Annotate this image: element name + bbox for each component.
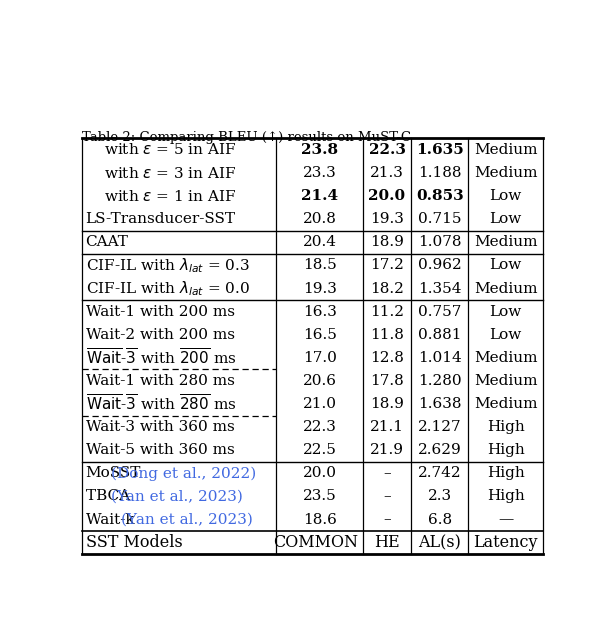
Text: Wait-1 with 200 ms: Wait-1 with 200 ms bbox=[85, 305, 235, 319]
Text: $\overline{\mathrm{Wait}}$-$\overline{\mathrm{3}}$ with $\overline{\mathrm{200}}: $\overline{\mathrm{Wait}}$-$\overline{\m… bbox=[85, 348, 236, 368]
Text: Medium: Medium bbox=[474, 374, 537, 388]
Text: 23.5: 23.5 bbox=[303, 490, 337, 504]
Text: 1.280: 1.280 bbox=[418, 374, 462, 388]
Text: High: High bbox=[487, 444, 525, 457]
Text: Medium: Medium bbox=[474, 166, 537, 180]
Text: COMMON: COMMON bbox=[273, 534, 358, 551]
Text: AL(s): AL(s) bbox=[418, 534, 461, 551]
Text: High: High bbox=[487, 420, 525, 434]
Text: Low: Low bbox=[489, 305, 522, 319]
Text: 1.014: 1.014 bbox=[418, 351, 462, 365]
Text: (Yan et al., 2023): (Yan et al., 2023) bbox=[111, 490, 243, 504]
Text: 1.638: 1.638 bbox=[418, 397, 462, 411]
Text: 18.9: 18.9 bbox=[370, 397, 404, 411]
Text: High: High bbox=[487, 467, 525, 481]
Text: 18.6: 18.6 bbox=[303, 513, 337, 527]
Text: 11.8: 11.8 bbox=[370, 328, 404, 342]
Text: 19.3: 19.3 bbox=[303, 282, 337, 296]
Text: CIF-IL with $\lambda_{lat}$ = 0.3: CIF-IL with $\lambda_{lat}$ = 0.3 bbox=[85, 256, 249, 275]
Text: Low: Low bbox=[489, 328, 522, 342]
Text: 0.881: 0.881 bbox=[418, 328, 462, 342]
Text: 20.0: 20.0 bbox=[368, 189, 406, 203]
Text: 21.1: 21.1 bbox=[370, 420, 404, 434]
Text: 21.0: 21.0 bbox=[303, 397, 337, 411]
Text: SST Models: SST Models bbox=[85, 534, 182, 551]
Text: 18.9: 18.9 bbox=[370, 236, 404, 250]
Text: Wait-3 with 360 ms: Wait-3 with 360 ms bbox=[85, 420, 234, 434]
Text: 1.635: 1.635 bbox=[416, 143, 464, 157]
Text: Medium: Medium bbox=[474, 236, 537, 250]
Text: 22.3: 22.3 bbox=[303, 420, 337, 434]
Text: 0.853: 0.853 bbox=[416, 189, 464, 203]
Text: 17.0: 17.0 bbox=[303, 351, 337, 365]
Text: 22.3: 22.3 bbox=[368, 143, 406, 157]
Text: 19.3: 19.3 bbox=[370, 212, 404, 227]
Text: 0.715: 0.715 bbox=[418, 212, 462, 227]
Text: 1.354: 1.354 bbox=[418, 282, 462, 296]
Text: CAAT: CAAT bbox=[85, 236, 129, 250]
Text: Wait-5 with 360 ms: Wait-5 with 360 ms bbox=[85, 444, 234, 457]
Text: Wait-1 with 280 ms: Wait-1 with 280 ms bbox=[85, 374, 234, 388]
Text: 16.5: 16.5 bbox=[303, 328, 337, 342]
Text: 22.5: 22.5 bbox=[303, 444, 337, 457]
Text: 2.3: 2.3 bbox=[428, 490, 452, 504]
Text: –: – bbox=[383, 490, 391, 504]
Text: (Yan et al., 2023): (Yan et al., 2023) bbox=[121, 513, 253, 527]
Text: Latency: Latency bbox=[473, 534, 538, 551]
Text: $\overline{\mathrm{Wait}}$-$\overline{\mathrm{3}}$ with $\overline{\mathrm{280}}: $\overline{\mathrm{Wait}}$-$\overline{\m… bbox=[85, 394, 236, 414]
Text: 21.3: 21.3 bbox=[370, 166, 404, 180]
Text: 18.5: 18.5 bbox=[303, 259, 337, 273]
Text: 1.188: 1.188 bbox=[418, 166, 462, 180]
Text: 12.8: 12.8 bbox=[370, 351, 404, 365]
Text: 2.629: 2.629 bbox=[418, 444, 462, 457]
Text: Low: Low bbox=[489, 259, 522, 273]
Text: (Dong et al., 2022): (Dong et al., 2022) bbox=[111, 466, 256, 481]
Text: Medium: Medium bbox=[474, 351, 537, 365]
Text: HE: HE bbox=[374, 534, 400, 551]
Text: Medium: Medium bbox=[474, 143, 537, 157]
Text: Low: Low bbox=[489, 212, 522, 227]
Text: 16.3: 16.3 bbox=[303, 305, 337, 319]
Text: 11.2: 11.2 bbox=[370, 305, 404, 319]
Text: Medium: Medium bbox=[474, 282, 537, 296]
Text: CIF-IL with $\lambda_{lat}$ = 0.0: CIF-IL with $\lambda_{lat}$ = 0.0 bbox=[85, 279, 249, 298]
Text: 21.4: 21.4 bbox=[301, 189, 338, 203]
Text: 20.6: 20.6 bbox=[303, 374, 337, 388]
Text: 21.9: 21.9 bbox=[370, 444, 404, 457]
Text: 0.757: 0.757 bbox=[418, 305, 461, 319]
Text: 23.3: 23.3 bbox=[303, 166, 337, 180]
Text: 20.8: 20.8 bbox=[303, 212, 337, 227]
Text: TBCA: TBCA bbox=[85, 490, 135, 504]
Text: 6.8: 6.8 bbox=[428, 513, 452, 527]
Text: MoSST: MoSST bbox=[85, 467, 141, 481]
Text: with $\epsilon$ = 3 in AIF: with $\epsilon$ = 3 in AIF bbox=[104, 166, 237, 180]
Text: with $\epsilon$ = 1 in AIF: with $\epsilon$ = 1 in AIF bbox=[104, 189, 237, 204]
Text: –: – bbox=[383, 513, 391, 527]
Text: 18.2: 18.2 bbox=[370, 282, 404, 296]
Text: —: — bbox=[498, 513, 513, 527]
Text: with $\epsilon$ = 5 in AIF: with $\epsilon$ = 5 in AIF bbox=[104, 143, 237, 157]
Text: 20.4: 20.4 bbox=[303, 236, 337, 250]
Text: 2.127: 2.127 bbox=[418, 420, 462, 434]
Text: 0.962: 0.962 bbox=[418, 259, 462, 273]
Text: 2.742: 2.742 bbox=[418, 467, 462, 481]
Text: 20.0: 20.0 bbox=[303, 467, 337, 481]
Text: Wait-k: Wait-k bbox=[85, 513, 139, 527]
Text: Low: Low bbox=[489, 189, 522, 203]
Text: 23.8: 23.8 bbox=[301, 143, 338, 157]
Text: 1.078: 1.078 bbox=[418, 236, 462, 250]
Text: 17.8: 17.8 bbox=[370, 374, 404, 388]
Text: –: – bbox=[383, 467, 391, 481]
Text: Wait-2 with 200 ms: Wait-2 with 200 ms bbox=[85, 328, 235, 342]
Text: Medium: Medium bbox=[474, 397, 537, 411]
Text: High: High bbox=[487, 490, 525, 504]
Text: LS-Transducer-SST: LS-Transducer-SST bbox=[85, 212, 235, 227]
Text: Table 2: Comparing BLEU (↑) results on MuST-C: Table 2: Comparing BLEU (↑) results on M… bbox=[82, 131, 412, 144]
Text: 17.2: 17.2 bbox=[370, 259, 404, 273]
